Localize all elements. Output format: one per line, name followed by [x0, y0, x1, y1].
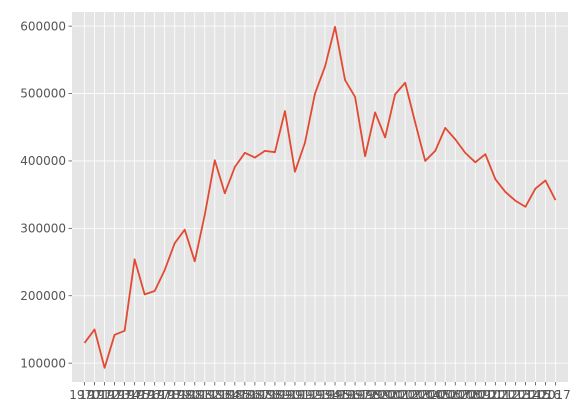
x-tick-label: 2016	[530, 388, 561, 402]
x-tick-label: 2007	[440, 388, 471, 402]
x-tick-label: 2001	[380, 388, 411, 402]
x-tick-label: 1984	[210, 388, 241, 402]
x-tick-label: 1988	[250, 388, 281, 402]
x-tick-label: 1979	[159, 388, 190, 402]
y-tick-label: 200000	[20, 289, 66, 303]
x-tick-label: 1973	[99, 388, 130, 402]
grid-lines	[72, 12, 568, 382]
x-tick-label: 1998	[350, 388, 381, 402]
x-tick-label: 1986	[230, 388, 261, 402]
y-tick-label: 600000	[20, 19, 66, 33]
x-tick-label: 1980	[169, 388, 200, 402]
x-tick-label: 1995	[320, 388, 351, 402]
x-tick-label: 1978	[149, 388, 180, 402]
x-tick-label: 2009	[460, 388, 491, 402]
x-tick-label: 2012	[490, 388, 521, 402]
x-tick-label: 2004	[410, 388, 441, 402]
x-tick-label: 1993	[300, 388, 331, 402]
x-tick-label: 1987	[240, 388, 271, 402]
x-tick-label: 2011	[480, 388, 511, 402]
x-tick-label: 2010	[470, 388, 501, 402]
x-tick-label: 2005	[420, 388, 451, 402]
x-tick-label: 1970	[69, 388, 100, 402]
y-tick-label: 300000	[20, 222, 66, 236]
y-tick-label: 100000	[20, 356, 66, 370]
x-tick-label: 1977	[139, 388, 170, 402]
x-tick-label: 1996	[330, 388, 361, 402]
x-tick-label: 1999	[360, 388, 391, 402]
x-tick-label: 1982	[189, 388, 220, 402]
x-tick-label: 2000	[370, 388, 401, 402]
x-tick-label: 2017	[540, 388, 571, 402]
x-tick-label: 2002	[390, 388, 421, 402]
x-axis-ticks: 1970197119721973197419751976197719781979…	[69, 382, 571, 402]
x-tick-label: 1983	[200, 388, 231, 402]
x-tick-label: 1975	[119, 388, 150, 402]
x-tick-label: 2014	[510, 388, 541, 402]
y-tick-label: 500000	[20, 87, 66, 101]
x-tick-label: 1989	[260, 388, 291, 402]
y-axis-ticks: 100000 200000 300000 400000 500000 600000	[20, 19, 72, 370]
x-tick-label: 2013	[500, 388, 531, 402]
x-tick-label: 1997	[340, 388, 371, 402]
x-tick-label: 1994	[310, 388, 341, 402]
x-tick-label: 2008	[450, 388, 481, 402]
x-tick-label: 2003	[400, 388, 431, 402]
x-tick-label: 1976	[129, 388, 160, 402]
x-tick-label: 1974	[109, 388, 140, 402]
plot-background	[72, 12, 568, 382]
x-tick-label: 2015	[520, 388, 551, 402]
x-tick-label: 1991	[280, 388, 311, 402]
x-tick-label: 1981	[179, 388, 210, 402]
x-tick-label: 2006	[430, 388, 461, 402]
x-tick-label: 1990	[270, 388, 301, 402]
y-tick-label: 400000	[20, 154, 66, 168]
x-tick-label: 1985	[220, 388, 251, 402]
series-line	[83, 25, 557, 369]
x-tick-label: 1972	[89, 388, 120, 402]
series-line-layer	[83, 25, 557, 369]
x-tick-label: 1971	[79, 388, 110, 402]
x-tick-label: 1992	[290, 388, 321, 402]
